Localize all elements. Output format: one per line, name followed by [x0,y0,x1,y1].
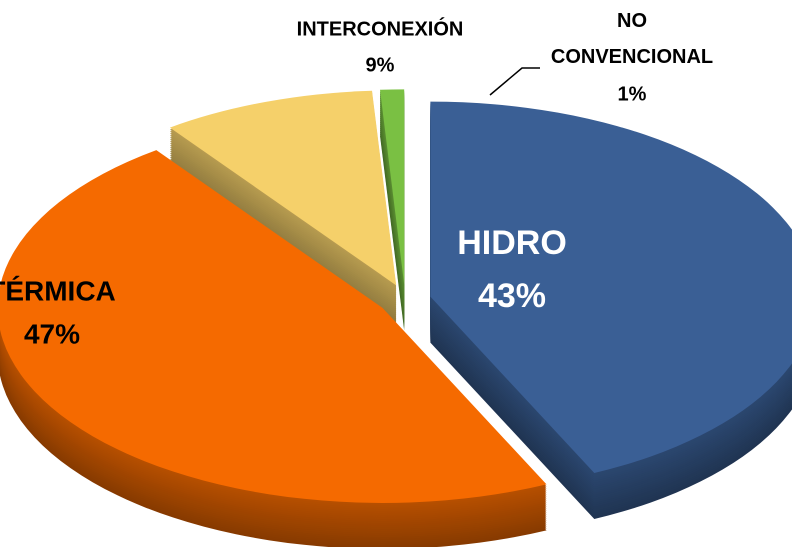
slice [169,90,397,286]
value-label: 1% [618,83,647,105]
value-label: 47% [24,318,80,349]
category-label: NO CONVENCIONAL [551,10,713,68]
value-label: 9% [366,54,395,76]
slice [430,101,792,474]
category-label: INTERCONEXIÓN [297,16,464,40]
slice [0,150,547,503]
leader-line [489,67,540,96]
category-label: HIDRO [457,224,567,262]
category-label: TÉRMICA [0,275,116,306]
value-label: 43% [478,277,546,315]
slice [380,89,405,285]
